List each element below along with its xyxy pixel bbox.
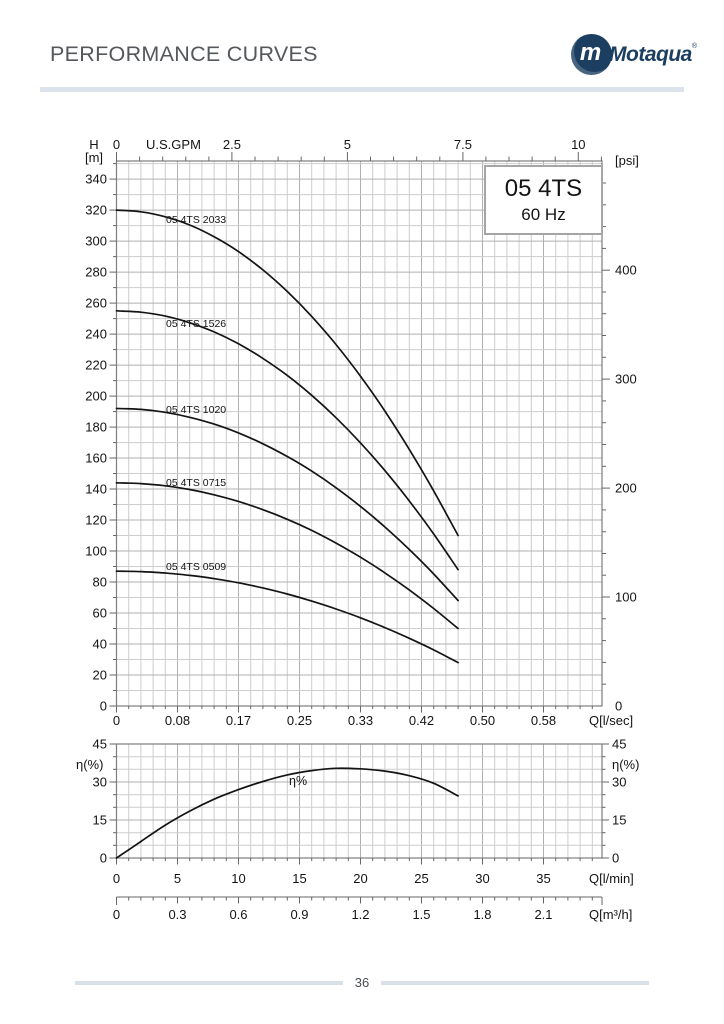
plot-border — [115, 743, 603, 859]
h-tick-label: 60 — [93, 606, 107, 621]
psi-tick-label: 100 — [615, 590, 637, 605]
m3h-tick-label: 0.9 — [290, 907, 308, 922]
efficiency-curve-label: η% — [289, 774, 307, 788]
brand-logo-icon: m — [571, 34, 612, 75]
h-tick-label: 80 — [93, 575, 107, 590]
m3h-tick-label: 0 — [113, 907, 120, 922]
curve-label: 05 4TS 1020 — [166, 404, 226, 416]
psi-axis-label: [psi] — [615, 153, 639, 168]
page-title: PERFORMANCE CURVES — [50, 42, 318, 66]
h-tick-label: 320 — [85, 203, 107, 218]
eta-axis-label: η(%) — [612, 757, 639, 772]
eta-tick-label: 45 — [93, 737, 107, 752]
eta-tick-label: 0 — [612, 851, 619, 866]
brand-logo: m Motaqua ® — [571, 34, 697, 75]
brand-logo-text: Motaqua — [609, 42, 692, 66]
pump-frequency-label: 60 Hz — [521, 205, 566, 224]
eta-tick-label: 15 — [612, 813, 626, 828]
h-axis-unit: [m] — [85, 150, 103, 165]
m3h-tick-label: 2.1 — [534, 907, 552, 922]
h-tick-label: 40 — [93, 637, 107, 652]
m3h-tick-label: 1.2 — [351, 907, 369, 922]
h-tick-label: 100 — [85, 544, 107, 559]
lsec-tick-label: 0.25 — [287, 713, 312, 728]
head-curve-05-4TS-0715 — [115, 481, 459, 630]
head-curve-05-4TS-2033 — [115, 209, 459, 537]
h-tick-label: 300 — [85, 234, 107, 249]
brand-logo-letter: m — [579, 38, 602, 66]
lmin-tick-label: 30 — [475, 871, 489, 886]
page-footer: 36 — [75, 975, 649, 990]
lmin-tick-label: 35 — [536, 871, 550, 886]
lmin-tick-label: 10 — [231, 871, 245, 886]
lmin-tick-label: 25 — [414, 871, 428, 886]
eta-tick-label: 15 — [93, 813, 107, 828]
h-tick-label: 340 — [85, 172, 107, 187]
eta-tick-label: 30 — [612, 775, 626, 790]
h-tick-label: 0 — [100, 699, 107, 714]
gpm-tick-label: 7.5 — [454, 137, 472, 152]
psi-tick-label: 200 — [615, 481, 637, 496]
lsec-tick-label: 0.33 — [348, 713, 373, 728]
h-tick-label: 280 — [85, 265, 107, 280]
curve-label: 05 4TS 0715 — [166, 477, 226, 489]
lmin-tick-label: 5 — [174, 871, 181, 886]
lsec-tick-label: 0.50 — [470, 713, 495, 728]
eta-axis-label: η(%) — [76, 757, 103, 772]
eta-tick-label: 30 — [93, 775, 107, 790]
lsec-tick-label: 0.17 — [226, 713, 251, 728]
psi-tick-label: 0 — [615, 699, 622, 714]
curve-label: 05 4TS 2033 — [166, 214, 226, 226]
m3h-tick-label: 0.3 — [168, 907, 186, 922]
gpm-tick-label: 10 — [571, 137, 585, 152]
footer-rule-left — [75, 980, 343, 985]
head-curve-05-4TS-1526 — [115, 309, 459, 571]
header-rule — [40, 87, 684, 92]
lsec-tick-label: 0 — [113, 713, 120, 728]
lsec-tick-label: 0.08 — [165, 713, 190, 728]
h-tick-label: 120 — [85, 513, 107, 528]
eta-tick-label: 0 — [100, 851, 107, 866]
h-axis-label: H — [89, 137, 98, 152]
lsec-tick-label: 0.42 — [409, 713, 434, 728]
page-number: 36 — [354, 975, 370, 990]
m3h-axis-label: Q[m³/h] — [589, 907, 632, 922]
gpm-axis-label: U.S.GPM — [146, 137, 201, 152]
gpm-tick-label: 5 — [344, 137, 351, 152]
h-tick-label: 240 — [85, 327, 107, 342]
gpm-tick-label: 0 — [113, 137, 120, 152]
h-tick-label: 180 — [85, 420, 107, 435]
lmin-tick-label: 20 — [353, 871, 367, 886]
head-curve-05-4TS-1020 — [115, 407, 459, 602]
m3h-tick-label: 0.6 — [229, 907, 247, 922]
h-tick-label: 20 — [93, 668, 107, 683]
efficiency-curve — [115, 767, 459, 859]
lmin-tick-label: 0 — [113, 871, 120, 886]
plot-border — [115, 160, 603, 707]
eta-tick-label: 45 — [612, 737, 626, 752]
lsec-tick-label: 0.58 — [531, 713, 556, 728]
pump-model-label: 05 4TS — [504, 175, 583, 202]
registered-mark: ® — [691, 43, 697, 50]
curve-label: 05 4TS 1526 — [166, 318, 226, 330]
pump-model-box: 05 4TS 60 Hz — [484, 165, 603, 235]
h-tick-label: 260 — [85, 296, 107, 311]
footer-rule-right — [381, 980, 649, 985]
h-tick-label: 220 — [85, 358, 107, 373]
h-tick-label: 160 — [85, 451, 107, 466]
m3h-tick-label: 1.8 — [473, 907, 491, 922]
psi-tick-label: 400 — [615, 263, 637, 278]
m3h-tick-label: 1.5 — [412, 907, 430, 922]
h-tick-label: 200 — [85, 389, 107, 404]
head-curve-05-4TS-0509 — [115, 570, 459, 664]
lmin-tick-label: 15 — [292, 871, 306, 886]
gpm-tick-label: 2.5 — [223, 137, 241, 152]
lsec-axis-label: Q[l/sec] — [589, 713, 633, 728]
h-tick-label: 140 — [85, 482, 107, 497]
lmin-axis-label: Q[l/min] — [589, 871, 634, 886]
psi-tick-label: 300 — [615, 372, 637, 387]
curve-label: 05 4TS 0509 — [166, 561, 226, 573]
